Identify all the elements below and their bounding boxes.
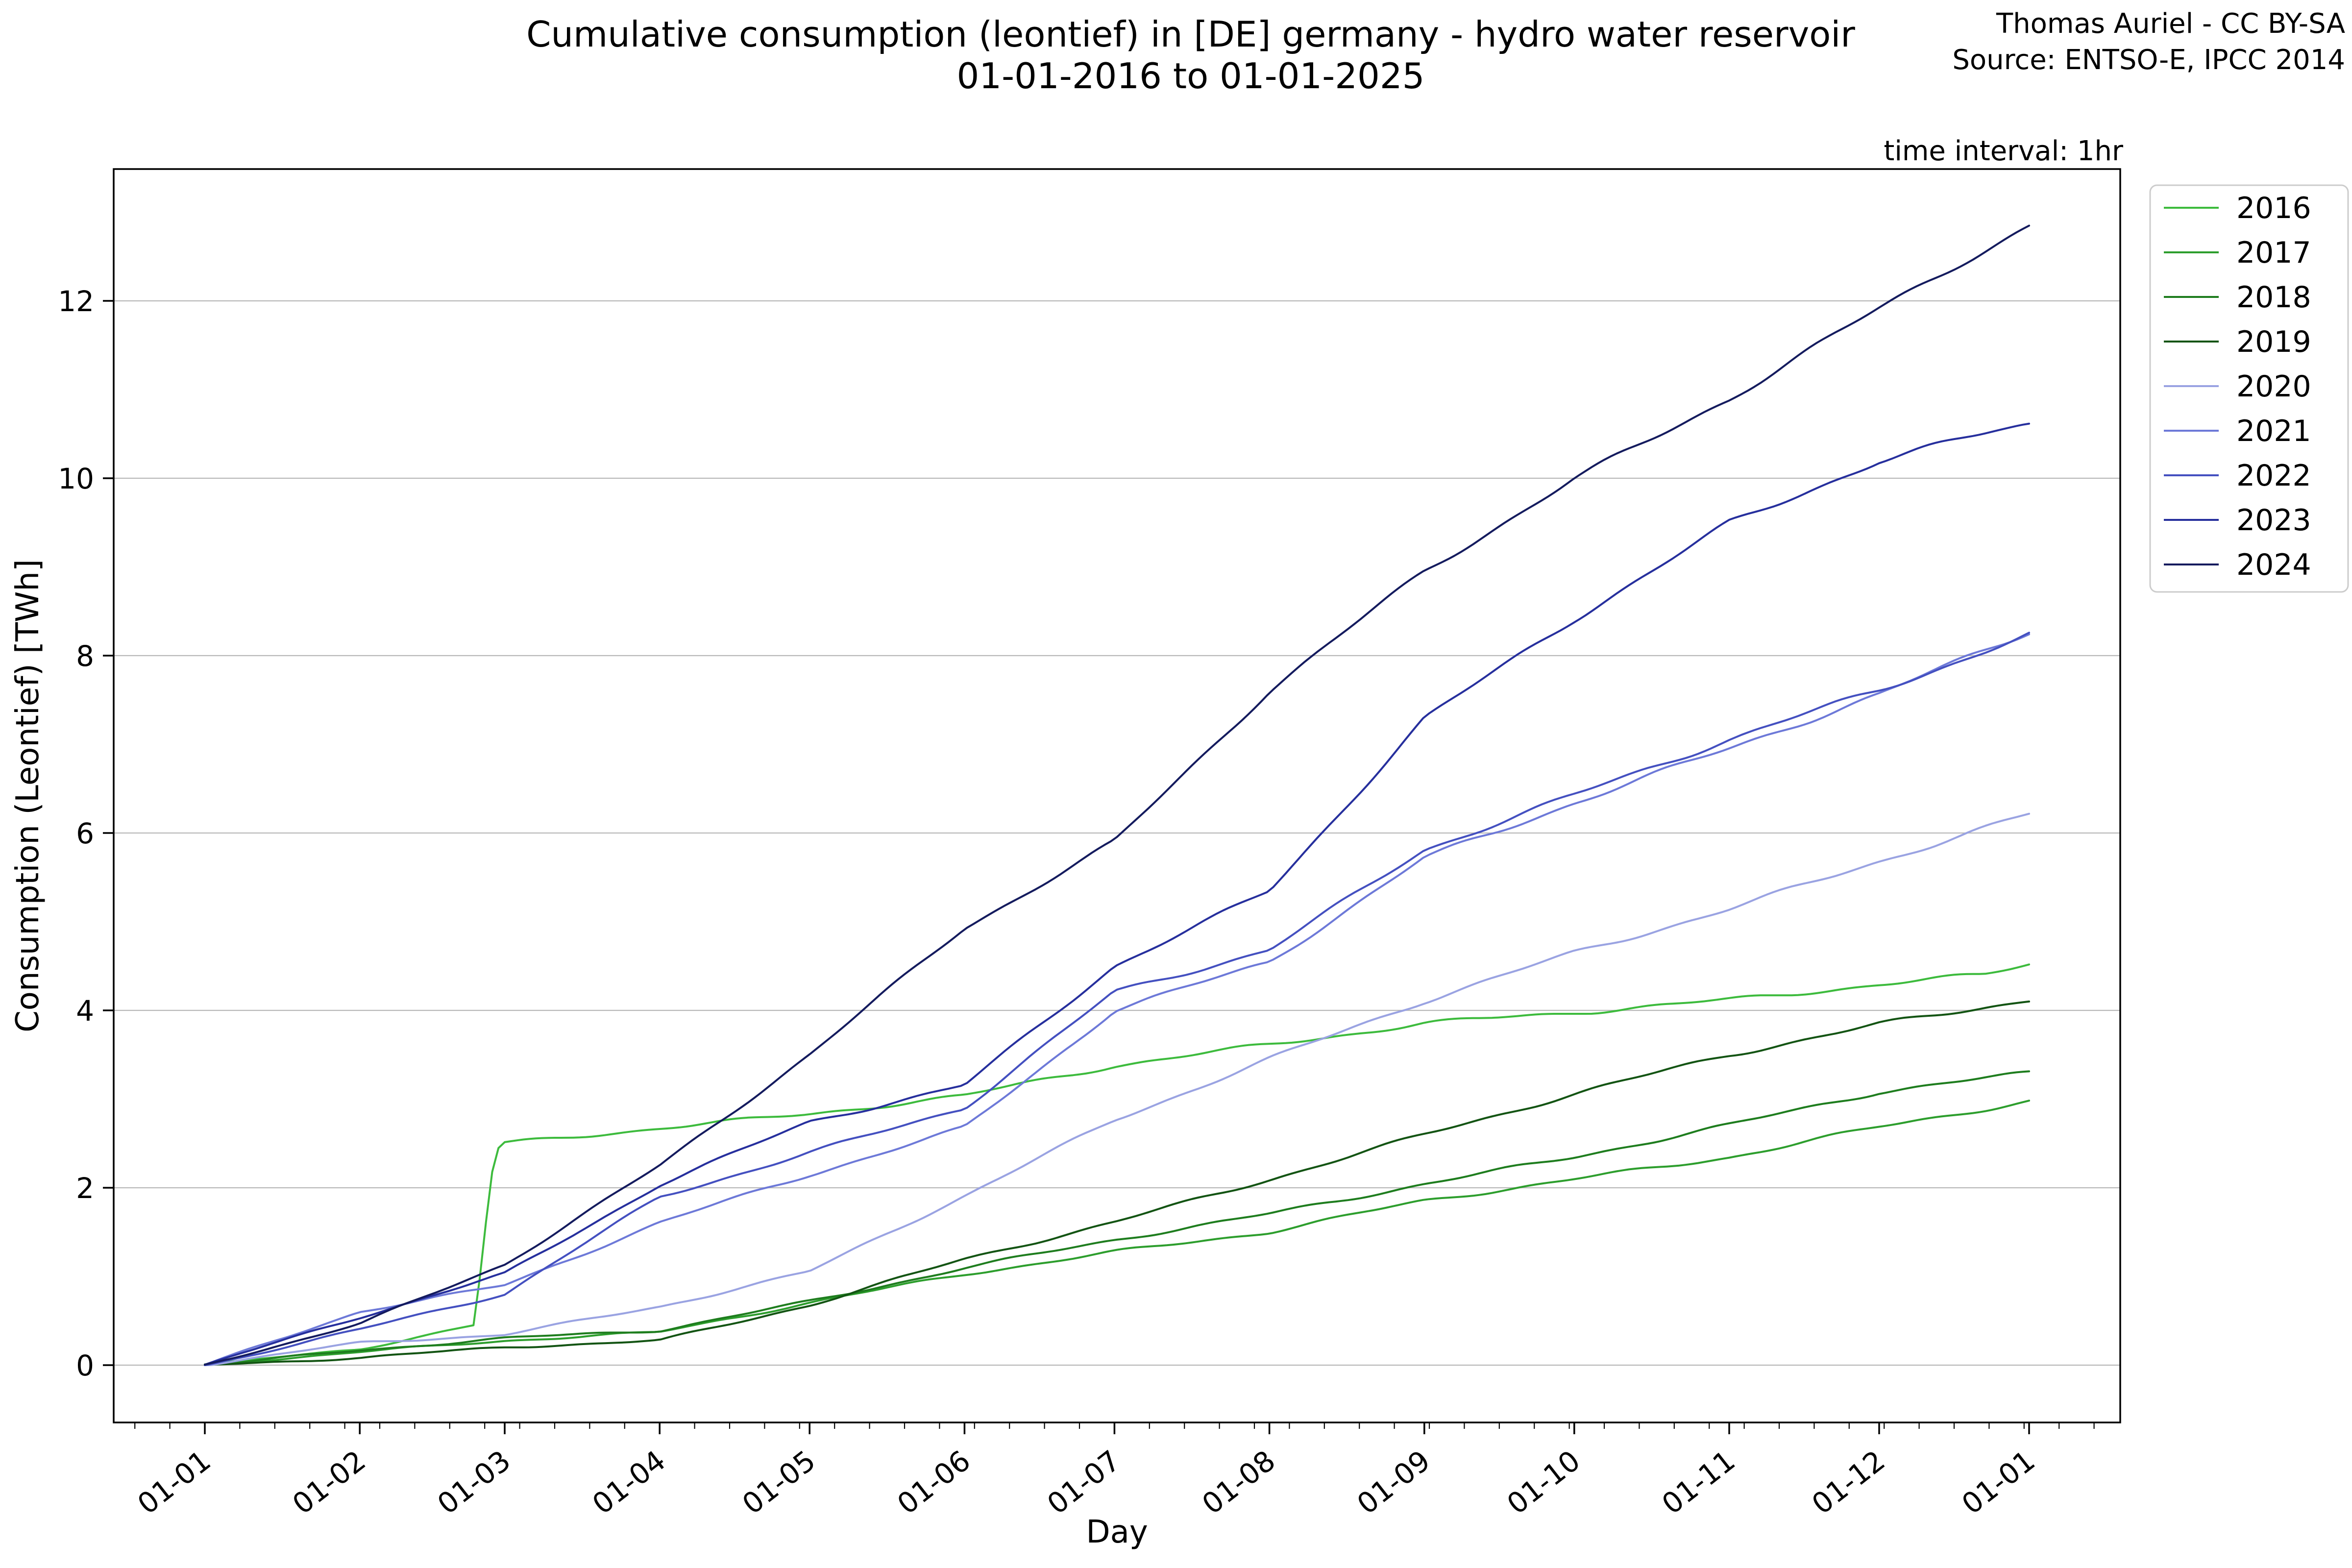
attribution-author: Thomas Auriel - CC BY-SA <box>1996 8 2345 40</box>
y-tick-label: 4 <box>76 994 94 1028</box>
legend-box <box>2149 184 2349 593</box>
series-line-2024 <box>204 224 2030 1366</box>
series-line-2017 <box>204 1100 2030 1366</box>
legend-label-2018: 2018 <box>2236 280 2311 315</box>
x-tick-label: 01-01 <box>1956 1444 2041 1520</box>
y-tick-label: 2 <box>76 1172 94 1205</box>
x-tick-label: 01-08 <box>1196 1444 1282 1520</box>
legend-label-2017: 2017 <box>2236 236 2311 270</box>
chart-title-block: Cumulative consumption (leontief) in [DE… <box>0 14 2352 97</box>
series-line-2022 <box>204 632 2030 1366</box>
legend-label-2016: 2016 <box>2236 191 2311 225</box>
y-tick-label: 6 <box>76 817 94 850</box>
y-tick-label: 10 <box>58 462 94 495</box>
x-tick-label: 01-02 <box>286 1444 372 1520</box>
x-tick-label: 01-12 <box>1806 1444 1891 1520</box>
y-tick-label: 0 <box>76 1349 94 1382</box>
x-axis-label: Day <box>1086 1514 1148 1550</box>
legend-label-2023: 2023 <box>2236 503 2311 538</box>
x-tick-label: 01-04 <box>586 1444 672 1520</box>
x-tick-label: 01-09 <box>1351 1444 1437 1520</box>
chart-title: Cumulative consumption (leontief) in [DE… <box>526 14 1855 55</box>
plot-area-border <box>113 168 2121 1423</box>
series-line-2023 <box>204 422 2030 1366</box>
y-axis-label: Consumption (Leontief) [TWh] <box>10 559 46 1032</box>
x-tick-label: 01-10 <box>1501 1444 1587 1520</box>
legend-label-2022: 2022 <box>2236 459 2311 493</box>
series-line-2018 <box>204 1070 2030 1366</box>
series-line-2020 <box>204 812 2030 1366</box>
series-line-2016 <box>204 963 2030 1366</box>
y-tick-label: 12 <box>58 285 94 318</box>
legend-label-2019: 2019 <box>2236 325 2311 359</box>
x-tick-label: 01-03 <box>431 1444 517 1520</box>
attribution: Thomas Auriel - CC BY-SA Source: ENTSO-E… <box>1952 6 2345 78</box>
legend-label-2020: 2020 <box>2236 369 2311 404</box>
legend-label-2024: 2024 <box>2236 548 2311 582</box>
series-line-2021 <box>204 633 2030 1366</box>
chart-subtitle: 01-01-2016 to 01-01-2025 <box>956 55 1425 97</box>
y-tick-label: 8 <box>76 639 94 673</box>
x-tick-label: 01-01 <box>131 1444 217 1520</box>
x-tick-label: 01-11 <box>1656 1444 1741 1520</box>
x-tick-label: 01-05 <box>736 1444 822 1520</box>
x-tick-label: 01-07 <box>1041 1444 1127 1520</box>
attribution-source: Source: ENTSO-E, IPCC 2014 <box>1952 44 2345 76</box>
x-tick-label: 01-06 <box>891 1444 977 1520</box>
time-interval-note: time interval: 1hr <box>1884 135 2124 167</box>
series-line-2019 <box>204 1000 2030 1366</box>
legend-label-2021: 2021 <box>2236 414 2311 448</box>
